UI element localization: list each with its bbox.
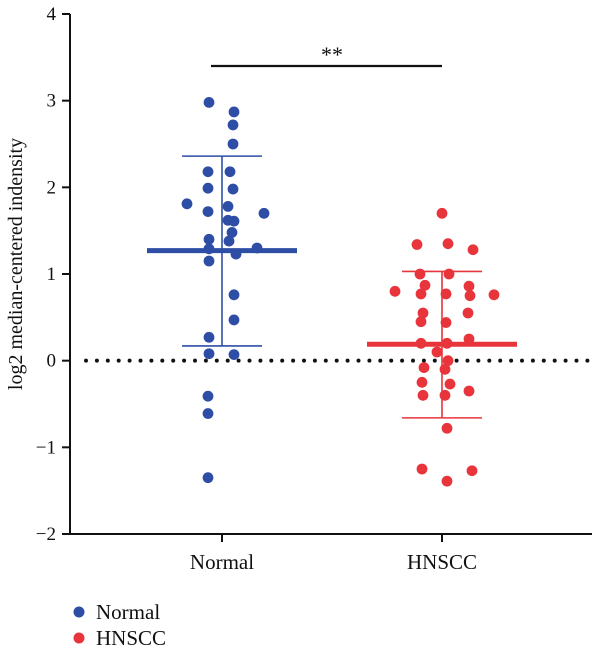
data-point bbox=[224, 166, 236, 178]
data-point bbox=[203, 331, 215, 343]
y-tick-label: 1 bbox=[47, 264, 57, 285]
data-point bbox=[227, 138, 239, 150]
y-axis-title: log2 median-centered indensity bbox=[5, 138, 27, 390]
data-point bbox=[443, 268, 455, 280]
data-point bbox=[463, 280, 475, 292]
data-point bbox=[466, 465, 478, 477]
data-point bbox=[444, 378, 456, 390]
y-tick-label: 4 bbox=[47, 4, 57, 25]
data-point bbox=[203, 348, 215, 360]
data-point bbox=[415, 316, 427, 328]
data-point bbox=[441, 422, 453, 434]
data-point bbox=[227, 183, 239, 195]
series-layer bbox=[147, 97, 517, 487]
legend-label-normal: Normal bbox=[96, 600, 160, 624]
data-point bbox=[203, 233, 215, 245]
significance-label: ** bbox=[321, 42, 343, 67]
data-point bbox=[203, 97, 215, 108]
data-point bbox=[411, 239, 423, 250]
data-point bbox=[202, 390, 214, 402]
series-normal bbox=[147, 97, 297, 484]
legend-label-hnscc: HNSCC bbox=[96, 626, 166, 650]
data-point bbox=[227, 119, 239, 131]
x-category-label: HNSCC bbox=[407, 550, 477, 574]
data-point bbox=[436, 207, 448, 219]
data-point bbox=[464, 290, 476, 302]
data-point bbox=[258, 207, 270, 219]
data-point bbox=[442, 355, 454, 367]
data-point bbox=[440, 288, 452, 300]
significance-layer: ** bbox=[211, 42, 442, 68]
data-point bbox=[416, 376, 428, 388]
y-tick-label: −2 bbox=[36, 524, 56, 545]
data-point bbox=[228, 106, 240, 118]
x-category-label: Normal bbox=[190, 550, 254, 574]
data-point bbox=[223, 235, 235, 247]
data-point bbox=[228, 289, 240, 301]
axis-layer: −2 −1 0 1 2 3 4 Normal HNSCC bbox=[36, 4, 592, 574]
legend-marker-hnscc bbox=[73, 632, 85, 644]
y-tick-label: 0 bbox=[47, 351, 57, 372]
data-point bbox=[419, 279, 431, 291]
data-point bbox=[442, 238, 454, 250]
y-tick-label: 2 bbox=[47, 177, 57, 198]
data-point bbox=[441, 475, 453, 487]
data-point bbox=[228, 314, 240, 326]
data-point bbox=[416, 463, 428, 475]
series-hnscc bbox=[367, 207, 517, 487]
data-point bbox=[439, 363, 451, 375]
data-point bbox=[228, 349, 240, 360]
y-tick-label: −1 bbox=[36, 437, 56, 458]
data-point bbox=[488, 289, 500, 301]
data-point bbox=[467, 244, 479, 256]
data-point bbox=[222, 201, 234, 212]
data-point bbox=[228, 215, 240, 227]
data-point bbox=[202, 182, 214, 194]
data-point bbox=[226, 227, 238, 238]
data-point bbox=[202, 472, 214, 484]
data-point bbox=[202, 166, 214, 178]
data-point bbox=[440, 317, 452, 328]
data-point bbox=[439, 389, 451, 401]
data-point bbox=[202, 206, 214, 218]
data-point bbox=[418, 362, 430, 373]
data-point bbox=[415, 288, 427, 300]
data-point bbox=[389, 285, 401, 297]
data-point bbox=[463, 385, 475, 397]
data-point bbox=[417, 389, 429, 401]
y-tick-label: 3 bbox=[47, 91, 57, 112]
data-point bbox=[431, 346, 443, 358]
data-point bbox=[462, 307, 474, 319]
data-point bbox=[181, 198, 193, 210]
legend-marker-normal bbox=[73, 606, 85, 618]
data-point bbox=[414, 268, 426, 280]
data-point bbox=[203, 255, 215, 267]
data-point bbox=[202, 408, 214, 419]
data-point bbox=[417, 307, 429, 319]
